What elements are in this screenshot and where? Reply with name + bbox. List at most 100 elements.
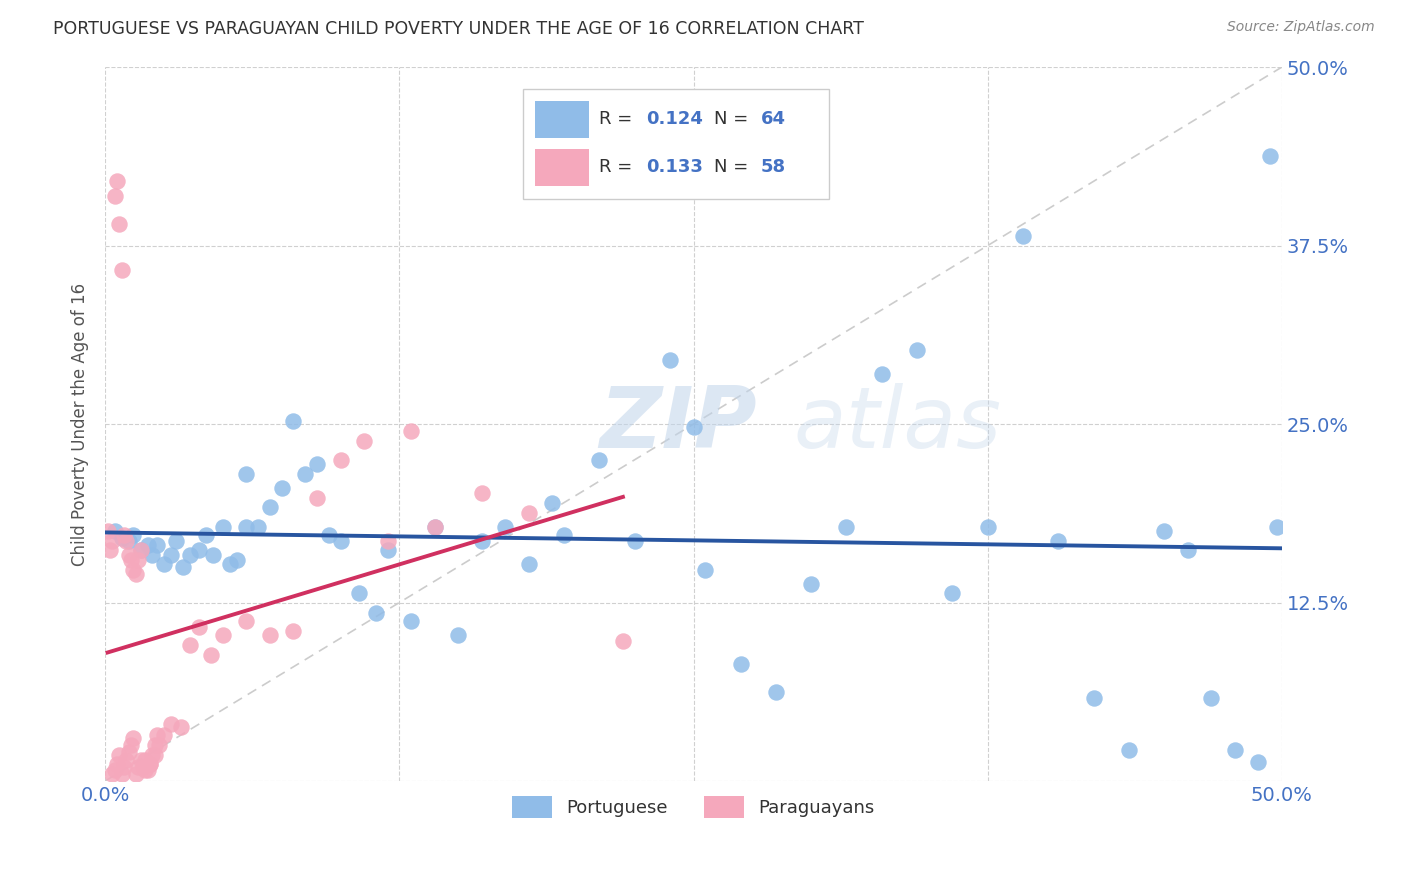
Text: PORTUGUESE VS PARAGUAYAN CHILD POVERTY UNDER THE AGE OF 16 CORRELATION CHART: PORTUGUESE VS PARAGUAYAN CHILD POVERTY U…	[53, 20, 865, 37]
Point	[111, 531, 134, 545]
Point	[259, 500, 281, 514]
Point	[305, 491, 328, 506]
Text: 0.133: 0.133	[647, 158, 703, 176]
Point	[423, 520, 446, 534]
Point	[1177, 542, 1199, 557]
FancyBboxPatch shape	[534, 149, 589, 186]
Point	[377, 542, 399, 557]
FancyBboxPatch shape	[534, 101, 589, 137]
Point	[364, 606, 387, 620]
Point	[730, 657, 752, 671]
Text: atlas: atlas	[793, 383, 1001, 466]
Point	[1083, 691, 1105, 706]
Point	[111, 263, 134, 277]
Point	[129, 542, 152, 557]
Point	[1199, 691, 1222, 706]
Point	[115, 753, 138, 767]
Text: 64: 64	[761, 110, 786, 128]
Point	[541, 495, 564, 509]
Point	[235, 520, 257, 534]
Point	[120, 739, 142, 753]
Point	[101, 534, 124, 549]
Point	[115, 534, 138, 549]
Point	[471, 534, 494, 549]
Point	[283, 624, 305, 638]
Point	[118, 549, 141, 563]
Point	[517, 557, 540, 571]
Point	[195, 528, 218, 542]
Text: N =: N =	[713, 158, 754, 176]
Point	[136, 538, 159, 552]
Point	[612, 634, 634, 648]
Point	[120, 552, 142, 566]
Y-axis label: Child Poverty Under the Age of 16: Child Poverty Under the Age of 16	[72, 283, 89, 566]
Point	[169, 720, 191, 734]
Point	[399, 424, 422, 438]
Text: Source: ZipAtlas.com: Source: ZipAtlas.com	[1227, 20, 1375, 34]
Point	[212, 628, 235, 642]
Point	[1012, 228, 1035, 243]
Point	[125, 767, 148, 781]
Point	[136, 763, 159, 777]
Point	[139, 756, 162, 771]
Point	[108, 748, 131, 763]
Point	[318, 528, 340, 542]
Point	[247, 520, 270, 534]
Point	[494, 520, 516, 534]
Point	[129, 753, 152, 767]
Point	[127, 760, 149, 774]
Point	[108, 217, 131, 231]
Point	[148, 739, 170, 753]
Point	[160, 717, 183, 731]
Point	[294, 467, 316, 481]
Point	[104, 763, 127, 777]
Point	[259, 628, 281, 642]
Point	[905, 343, 928, 357]
Point	[1153, 524, 1175, 538]
Point	[588, 452, 610, 467]
Point	[329, 534, 352, 549]
Point	[153, 557, 176, 571]
Point	[104, 188, 127, 202]
Point	[202, 549, 225, 563]
Point	[270, 481, 292, 495]
Point	[188, 620, 211, 634]
Point	[517, 506, 540, 520]
Point	[349, 585, 371, 599]
Point	[97, 524, 120, 538]
Point	[1223, 742, 1246, 756]
Point	[682, 420, 704, 434]
Text: R =: R =	[599, 158, 638, 176]
Point	[1247, 756, 1270, 770]
Point	[765, 685, 787, 699]
Point	[104, 524, 127, 538]
Point	[447, 628, 470, 642]
Point	[695, 563, 717, 577]
Point	[132, 760, 155, 774]
Point	[283, 414, 305, 428]
Point	[125, 566, 148, 581]
Point	[226, 552, 249, 566]
Text: ZIP: ZIP	[599, 383, 756, 466]
Text: R =: R =	[599, 110, 638, 128]
Point	[941, 585, 963, 599]
Point	[129, 542, 152, 557]
Point	[127, 552, 149, 566]
Point	[105, 174, 128, 188]
Point	[976, 520, 998, 534]
Point	[105, 756, 128, 771]
Point	[1118, 742, 1140, 756]
Text: N =: N =	[713, 110, 754, 128]
FancyBboxPatch shape	[523, 88, 828, 199]
Point	[143, 739, 166, 753]
Point	[165, 534, 187, 549]
Point	[377, 534, 399, 549]
Point	[122, 731, 145, 746]
Point	[353, 434, 375, 449]
Point	[111, 767, 134, 781]
Point	[101, 767, 124, 781]
Point	[141, 549, 163, 563]
Point	[1265, 520, 1288, 534]
Point	[471, 485, 494, 500]
Point	[200, 648, 222, 663]
